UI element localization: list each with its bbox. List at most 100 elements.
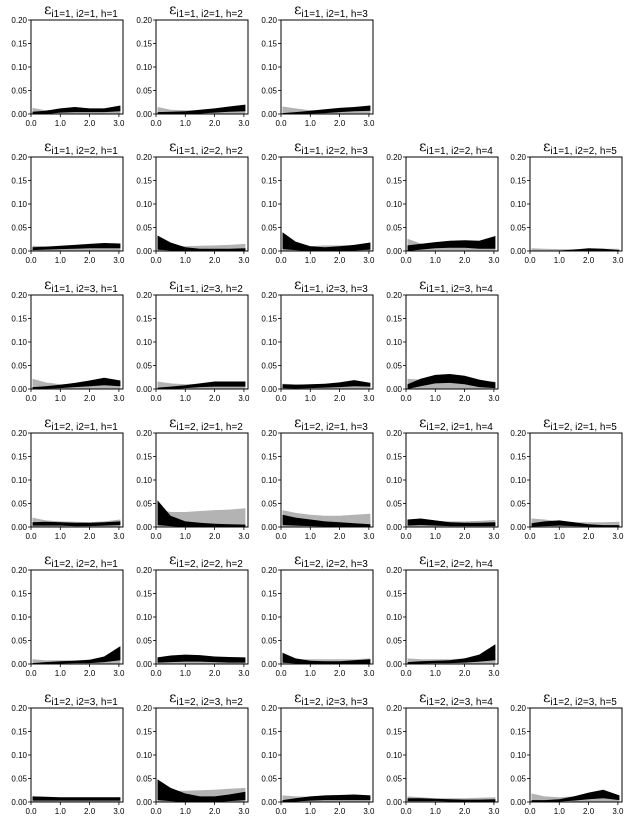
panel-title-subscript: i1=2, i2=2, h=1 <box>51 559 118 570</box>
y-tick-label: 0.00 <box>261 385 277 394</box>
x-tick-label: 3.0 <box>363 256 375 265</box>
x-tick-label: 3.0 <box>612 256 624 265</box>
panel-title-symbol: ε <box>44 2 51 18</box>
y-tick-label: 0.05 <box>386 775 402 784</box>
panel-title-symbol: ε <box>543 415 550 431</box>
x-tick-label: 0.0 <box>524 532 536 541</box>
panel-title: εi1=2, i2=3, h=2 <box>169 690 243 708</box>
panel-title-symbol: ε <box>419 139 426 155</box>
x-tick-label: 0.0 <box>275 394 287 403</box>
x-tick-label: 2.0 <box>84 532 96 541</box>
panel-r4-c3: εi1=2, i2=1, h=3 0.00 0.05 0.10 0.15 0.20 0.0 1… <box>261 415 375 541</box>
x-tick-label: 2.0 <box>334 256 346 265</box>
panel-title: εi1=2, i2=2, h=4 <box>419 552 493 570</box>
panel-r5-c2: εi1=2, i2=2, h=2 0.00 0.05 0.10 0.15 0.20 0.0 1… <box>136 552 250 678</box>
panel-title-symbol: ε <box>419 690 426 706</box>
panel-title-subscript: i1=1, i2=3, h=1 <box>51 284 118 295</box>
y-tick-label: 0.10 <box>136 751 152 760</box>
x-tick-label: 2.0 <box>334 532 346 541</box>
y-tick-label: 0.15 <box>136 177 152 186</box>
panel-title-symbol: ε <box>294 690 301 706</box>
y-tick-label: 0.20 <box>510 704 526 713</box>
x-tick-label: 0.0 <box>275 119 287 128</box>
black-band <box>282 232 371 251</box>
y-tick-label: 0.05 <box>11 775 27 784</box>
y-tick-label: 0.15 <box>11 40 27 49</box>
y-tick-label: 0.00 <box>510 247 526 256</box>
y-tick-label: 0.20 <box>136 16 152 25</box>
panel-r6-c4: εi1=2, i2=3, h=4 0.00 0.05 0.10 0.15 0.20 0.0 1… <box>386 690 500 816</box>
x-tick-label: 0.0 <box>275 669 287 678</box>
y-tick-label: 0.10 <box>136 63 152 72</box>
y-tick-label: 0.20 <box>11 16 27 25</box>
y-tick-label: 0.10 <box>386 200 402 209</box>
panel-title: εi1=1, i2=1, h=1 <box>44 2 118 20</box>
x-tick-label: 1.0 <box>55 119 67 128</box>
black-band <box>157 779 246 802</box>
y-tick-label: 0.05 <box>510 775 526 784</box>
x-tick-label: 0.0 <box>400 532 412 541</box>
x-tick-label: 0.0 <box>524 807 536 816</box>
x-tick-label: 1.0 <box>180 119 192 128</box>
panel-title-symbol: ε <box>44 690 51 706</box>
y-tick-label: 0.00 <box>510 798 526 807</box>
y-tick-label: 0.20 <box>386 704 402 713</box>
y-tick-label: 0.15 <box>11 453 27 462</box>
panel-title: εi1=2, i2=1, h=5 <box>543 415 617 433</box>
panel-title: εi1=2, i2=1, h=1 <box>44 415 118 433</box>
x-tick-label: 2.0 <box>209 119 221 128</box>
panel-title: εi1=2, i2=1, h=4 <box>419 415 493 433</box>
x-tick-label: 1.0 <box>180 256 192 265</box>
y-tick-label: 0.05 <box>136 362 152 371</box>
y-tick-label: 0.20 <box>11 566 27 575</box>
panel-frame <box>30 19 124 115</box>
y-tick-label: 0.15 <box>261 315 277 324</box>
y-tick-label: 0.20 <box>261 429 277 438</box>
y-tick-label: 0.10 <box>386 751 402 760</box>
panel-frame <box>529 707 623 803</box>
black-band <box>282 652 371 664</box>
y-tick-label: 0.20 <box>136 153 152 162</box>
panel-r2-c2: εi1=1, i2=2, h=2 0.00 0.05 0.10 0.15 0.20 0.0 1… <box>136 139 250 265</box>
x-tick-label: 3.0 <box>238 807 250 816</box>
panel-title: εi1=1, i2=2, h=2 <box>169 139 243 157</box>
black-band <box>407 644 496 664</box>
y-tick-label: 0.20 <box>136 429 152 438</box>
x-tick-label: 0.0 <box>25 532 37 541</box>
y-tick-label: 0.15 <box>386 453 402 462</box>
panel-frame <box>405 707 499 803</box>
y-tick-label: 0.20 <box>136 291 152 300</box>
x-tick-label: 2.0 <box>459 669 471 678</box>
y-tick-label: 0.15 <box>136 453 152 462</box>
x-tick-label: 0.0 <box>25 807 37 816</box>
panel-title-symbol: ε <box>169 2 176 18</box>
x-tick-label: 0.0 <box>275 532 287 541</box>
panel-title-subscript: i1=1, i2=1, h=2 <box>176 9 243 20</box>
x-tick-label: 1.0 <box>305 119 317 128</box>
panel-title-symbol: ε <box>419 552 426 568</box>
panel-title-symbol: ε <box>169 139 176 155</box>
panel-title-subscript: i1=2, i2=1, h=2 <box>176 422 243 433</box>
black-band <box>157 500 246 527</box>
panel-title-subscript: i1=2, i2=2, h=2 <box>176 559 243 570</box>
x-tick-label: 3.0 <box>612 807 624 816</box>
panel-title-symbol: ε <box>294 277 301 293</box>
y-tick-label: 0.00 <box>386 798 402 807</box>
panel-frame <box>155 156 249 252</box>
y-tick-label: 0.05 <box>510 500 526 509</box>
x-tick-label: 1.0 <box>180 394 192 403</box>
x-tick-label: 2.0 <box>84 119 96 128</box>
panel-r1-c3: εi1=1, i2=1, h=3 0.00 0.05 0.10 0.15 0.20 0.0 1… <box>261 2 375 128</box>
x-tick-label: 0.0 <box>25 394 37 403</box>
panel-title-symbol: ε <box>294 415 301 431</box>
x-tick-label: 3.0 <box>363 532 375 541</box>
y-tick-label: 0.20 <box>386 153 402 162</box>
y-tick-label: 0.10 <box>136 338 152 347</box>
panel-r2-c1: εi1=1, i2=2, h=1 0.00 0.05 0.10 0.15 0.20 0.0 1… <box>11 139 125 265</box>
panel-r4-c5: εi1=2, i2=1, h=5 0.00 0.05 0.10 0.15 0.20 0.0 1… <box>510 415 624 541</box>
panel-title: εi1=2, i2=2, h=1 <box>44 552 118 570</box>
x-tick-label: 3.0 <box>113 256 125 265</box>
panel-title: εi1=1, i2=1, h=3 <box>294 2 368 20</box>
x-tick-label: 1.0 <box>55 807 67 816</box>
y-tick-label: 0.20 <box>386 566 402 575</box>
